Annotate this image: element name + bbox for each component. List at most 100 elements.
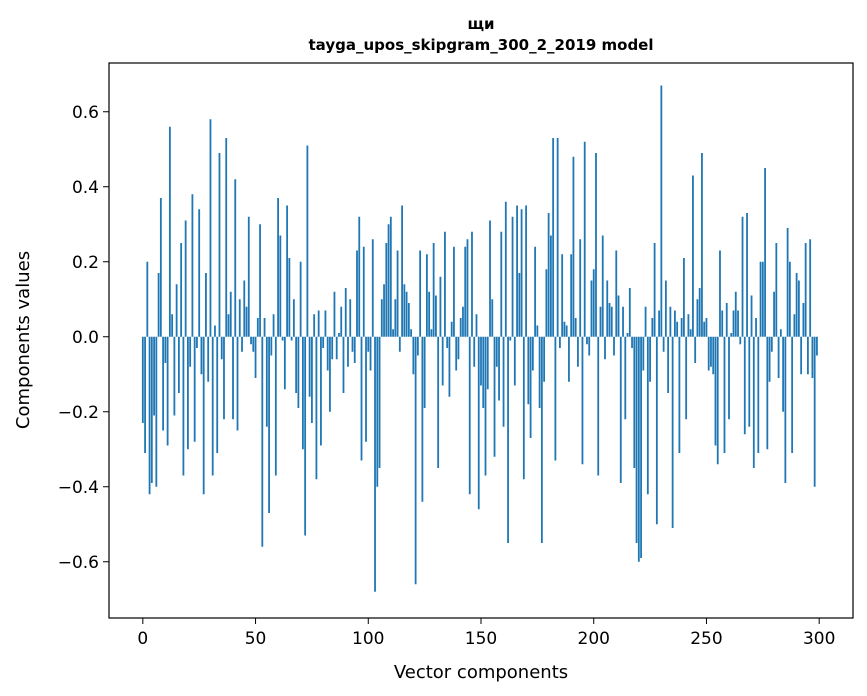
bar bbox=[637, 336, 640, 562]
bar bbox=[642, 336, 645, 371]
bar bbox=[719, 250, 721, 337]
bar bbox=[175, 284, 178, 337]
bar bbox=[207, 336, 210, 382]
bar bbox=[561, 254, 564, 337]
bar bbox=[259, 224, 261, 337]
x-tick-label: 150 bbox=[465, 629, 497, 649]
bar bbox=[540, 336, 543, 543]
bar bbox=[150, 336, 153, 483]
bar bbox=[234, 179, 237, 337]
bar bbox=[549, 235, 552, 337]
y-tick-label: −0.4 bbox=[58, 478, 99, 498]
bar bbox=[658, 310, 661, 337]
bar bbox=[342, 336, 345, 393]
bar bbox=[615, 250, 618, 337]
bar bbox=[748, 336, 751, 427]
bar bbox=[455, 336, 458, 371]
bar bbox=[721, 310, 724, 337]
bar bbox=[543, 336, 546, 382]
bar bbox=[338, 333, 340, 337]
bar bbox=[191, 194, 194, 337]
bar bbox=[351, 336, 354, 352]
bar bbox=[687, 314, 690, 337]
bar bbox=[419, 250, 422, 337]
bar bbox=[678, 336, 681, 453]
bar bbox=[232, 336, 234, 420]
bar bbox=[428, 291, 431, 337]
bar bbox=[193, 336, 196, 442]
bar bbox=[238, 299, 241, 337]
bar bbox=[493, 336, 496, 457]
bar bbox=[290, 336, 293, 341]
bar bbox=[335, 336, 338, 360]
bar bbox=[378, 336, 381, 468]
bar bbox=[247, 216, 250, 337]
bar bbox=[664, 280, 667, 337]
bar bbox=[254, 336, 257, 378]
bar bbox=[376, 336, 379, 487]
bar bbox=[304, 336, 307, 536]
bar bbox=[414, 336, 417, 585]
bar bbox=[374, 336, 376, 592]
bar bbox=[811, 336, 814, 378]
bar bbox=[793, 314, 796, 337]
bar bbox=[714, 336, 717, 446]
bar bbox=[791, 336, 794, 453]
bar bbox=[617, 295, 620, 337]
bar bbox=[554, 336, 557, 461]
bar bbox=[816, 336, 818, 356]
bar bbox=[270, 336, 273, 356]
bar bbox=[529, 336, 532, 438]
x-tick-label: 50 bbox=[245, 629, 267, 649]
y-tick-label: 0.2 bbox=[72, 253, 99, 273]
bar bbox=[184, 220, 187, 337]
bar bbox=[344, 288, 347, 337]
bar bbox=[459, 318, 462, 337]
bar bbox=[646, 336, 649, 495]
bars bbox=[141, 85, 818, 592]
bar bbox=[520, 209, 523, 337]
bar bbox=[522, 336, 525, 480]
bar bbox=[202, 336, 205, 495]
bar bbox=[737, 310, 739, 337]
bar bbox=[144, 336, 146, 453]
bar bbox=[568, 336, 570, 382]
bar bbox=[146, 261, 149, 337]
bar bbox=[552, 138, 555, 337]
bar bbox=[173, 336, 176, 416]
bar bbox=[707, 336, 710, 371]
bar bbox=[229, 291, 232, 337]
bar bbox=[809, 239, 812, 337]
bar bbox=[590, 280, 593, 337]
bar bbox=[196, 336, 198, 348]
bar bbox=[489, 220, 491, 337]
bar bbox=[712, 336, 715, 375]
bar bbox=[252, 336, 255, 352]
bar bbox=[315, 336, 318, 480]
bar bbox=[171, 314, 174, 337]
bar bbox=[453, 246, 455, 337]
bar bbox=[389, 216, 392, 337]
bar bbox=[297, 336, 300, 408]
bar bbox=[734, 291, 737, 337]
bar bbox=[676, 321, 679, 337]
bar bbox=[274, 336, 277, 476]
bar bbox=[556, 138, 559, 337]
bar bbox=[306, 145, 309, 337]
bar bbox=[340, 306, 343, 337]
bar bbox=[667, 336, 670, 393]
bar bbox=[660, 85, 663, 337]
bar bbox=[723, 336, 726, 453]
bar bbox=[227, 314, 230, 337]
bar bbox=[471, 231, 473, 337]
bar bbox=[752, 336, 755, 468]
bar bbox=[396, 250, 399, 337]
bar bbox=[446, 336, 449, 348]
bar bbox=[333, 291, 336, 337]
x-tick-label: 300 bbox=[803, 629, 835, 649]
bar bbox=[813, 336, 816, 487]
bar bbox=[268, 336, 270, 513]
bar bbox=[484, 336, 487, 476]
bar bbox=[739, 336, 742, 345]
bar bbox=[577, 336, 579, 367]
